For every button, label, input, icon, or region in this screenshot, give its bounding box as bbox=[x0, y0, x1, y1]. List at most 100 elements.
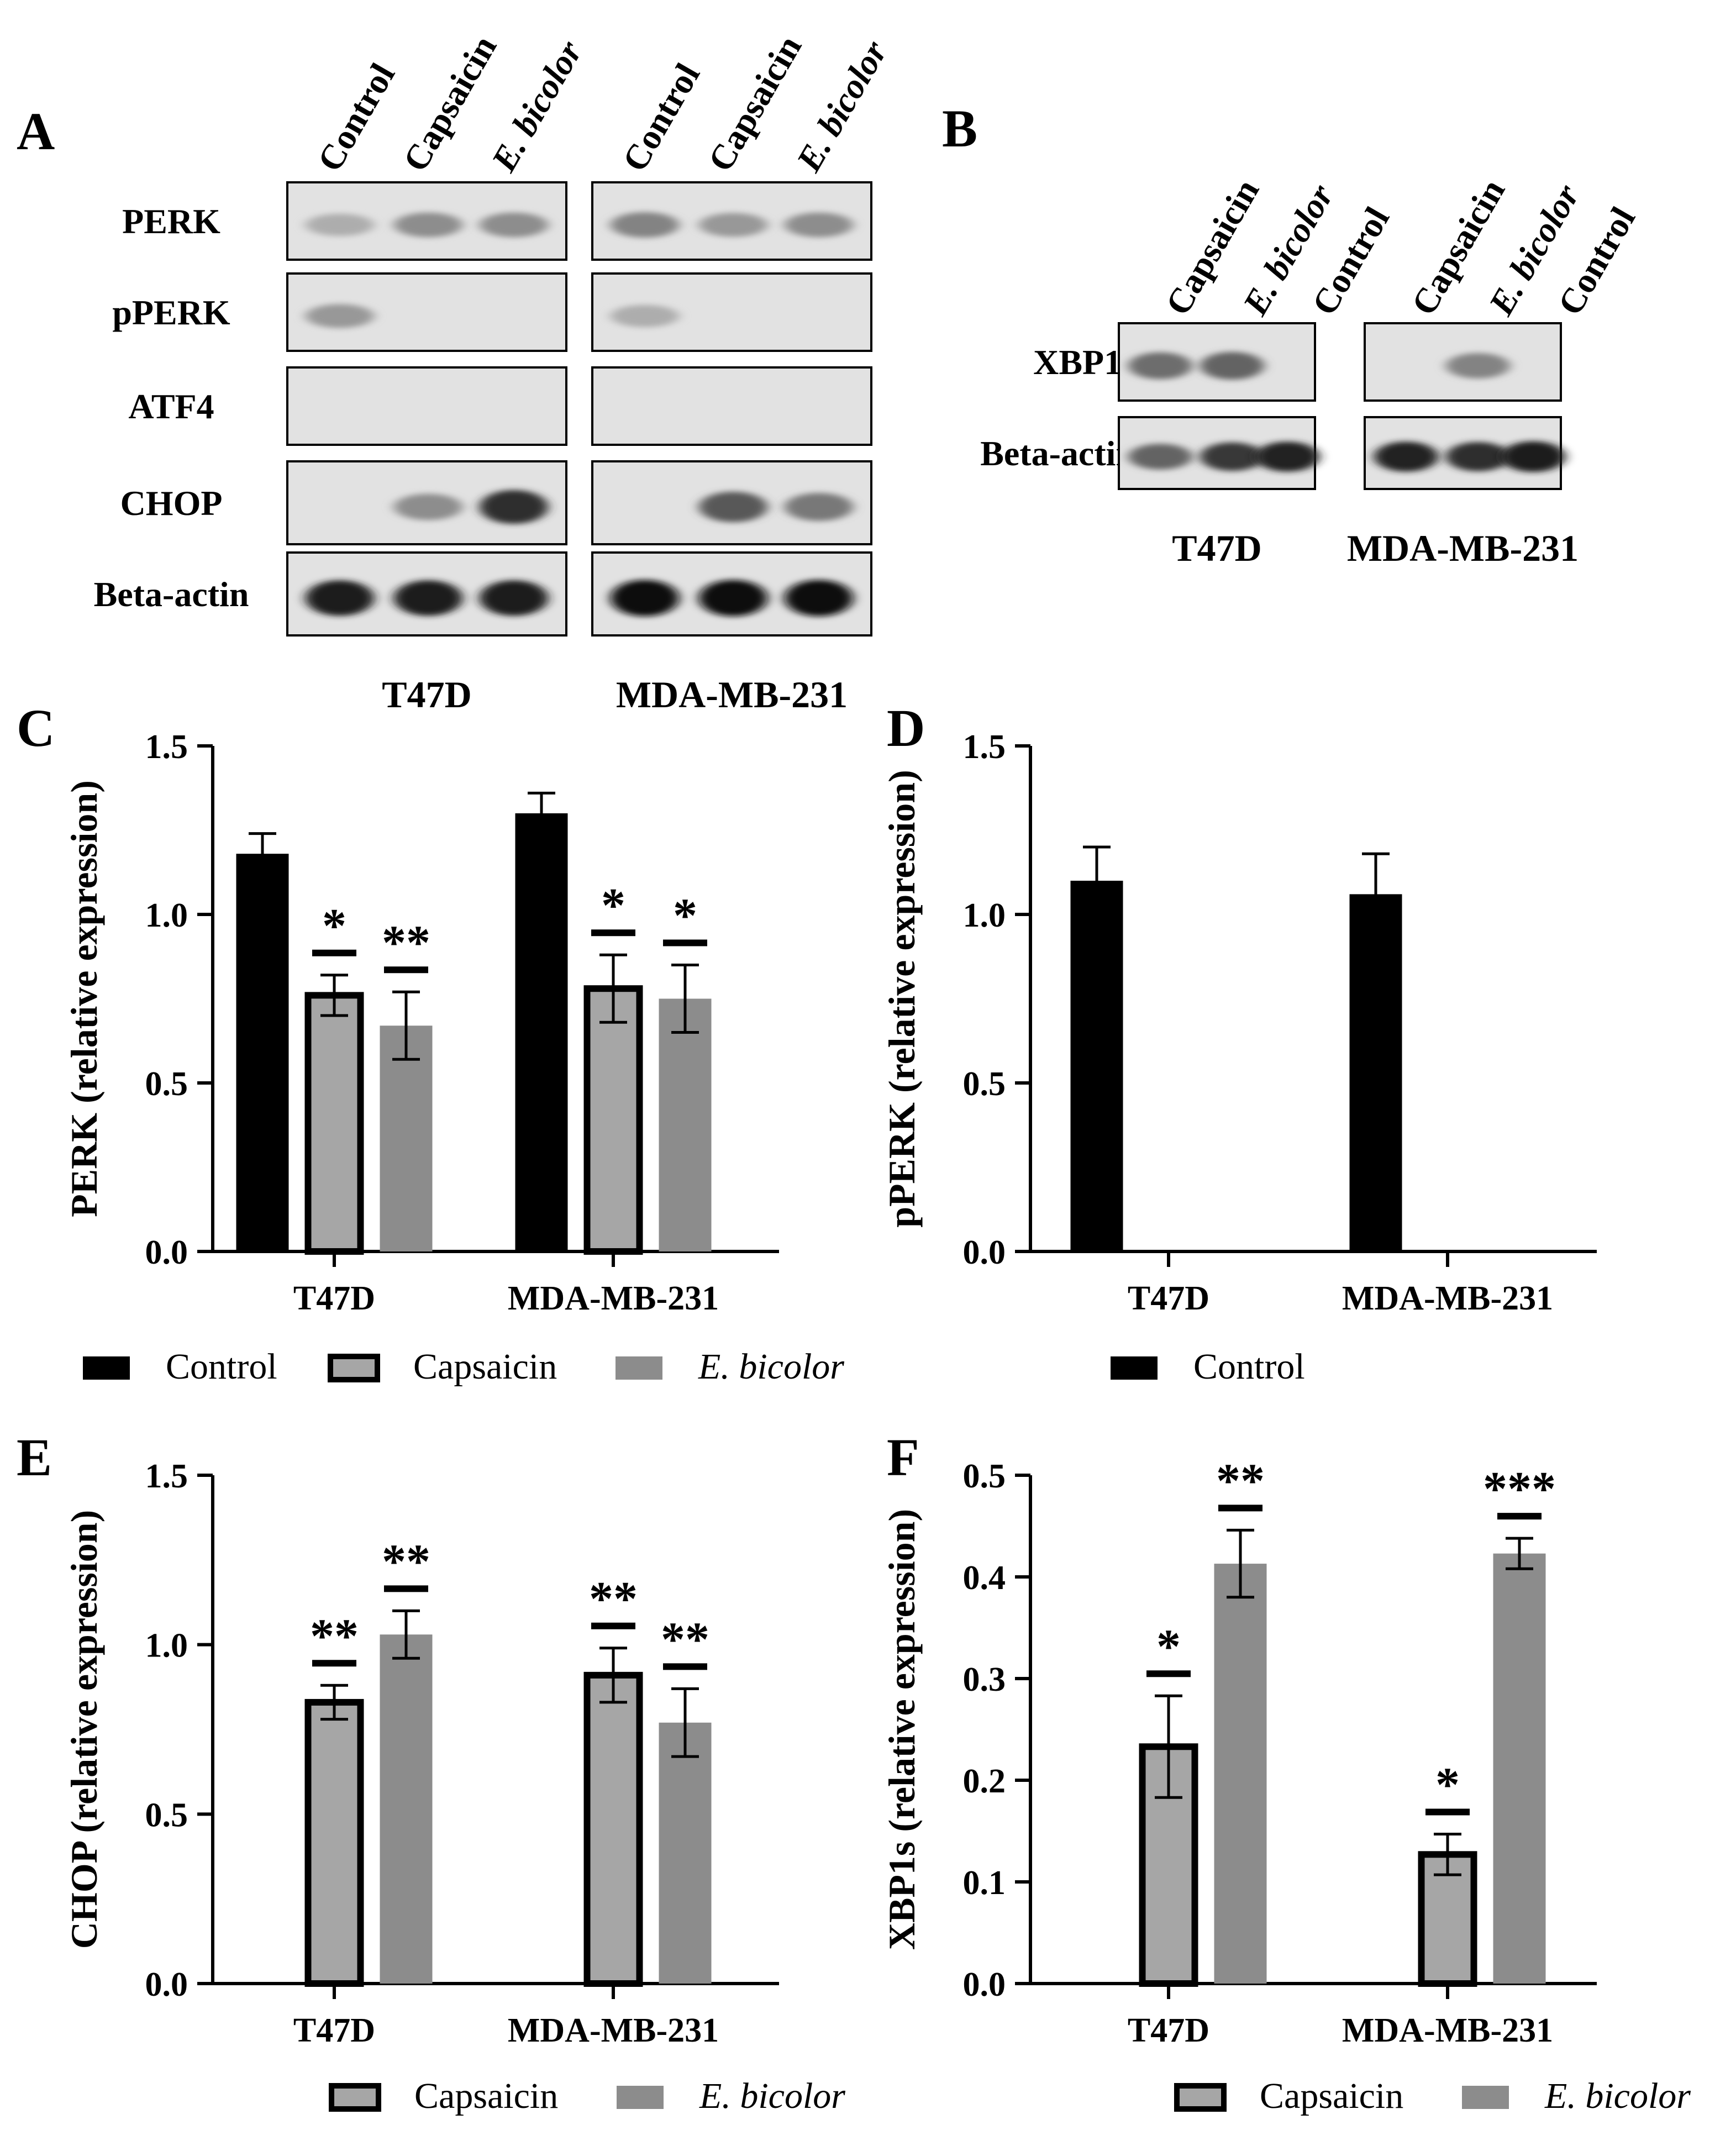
legend-label: Capsaicin bbox=[413, 1346, 557, 1387]
significance-stars: ** bbox=[661, 1613, 709, 1666]
y-tick-label: 0.0 bbox=[963, 1966, 1006, 2003]
blot-band bbox=[480, 580, 548, 616]
y-tick-label: 0.5 bbox=[145, 1065, 188, 1103]
bar-control-mda-mb-231 bbox=[515, 813, 568, 1251]
bar-e-bicolor-t47d bbox=[1214, 1564, 1267, 1984]
panel-label-b: B bbox=[942, 99, 977, 158]
y-tick-label: 0.5 bbox=[145, 1796, 188, 1834]
row-label-atf4: ATF4 bbox=[128, 387, 214, 426]
panel-label-e: E bbox=[17, 1428, 52, 1487]
significance-stars: *** bbox=[1483, 1463, 1556, 1516]
lane-label-0-0: Control bbox=[310, 57, 403, 178]
bar-control-t47d bbox=[236, 854, 289, 1251]
chart-c: C 0.0 0.5 1.0 1.5 PERK (relative expression) T… bbox=[17, 698, 844, 1387]
blot-band bbox=[1446, 441, 1510, 472]
bar-capsaicin-t47d bbox=[304, 1698, 364, 1987]
blot-band bbox=[1128, 352, 1192, 380]
bar-control-t47d bbox=[1070, 881, 1123, 1251]
y-tick-label: 0.2 bbox=[963, 1763, 1006, 1800]
blot-band bbox=[394, 212, 462, 238]
blot-band bbox=[785, 493, 853, 521]
y-tick-label: 1.5 bbox=[145, 1458, 188, 1495]
y-axis-label: XBP1s (relative expression) bbox=[881, 1509, 923, 1950]
legend-label: E. bicolor bbox=[699, 2076, 845, 2116]
blot-band bbox=[480, 212, 548, 238]
blot-band bbox=[1501, 441, 1565, 472]
y-tick-label: 0.4 bbox=[963, 1559, 1006, 1597]
blot-box bbox=[286, 272, 567, 352]
blot-box bbox=[591, 272, 872, 352]
significance-stars: ** bbox=[382, 1535, 430, 1589]
row-label-beta-actin: Beta-actin bbox=[94, 575, 249, 614]
significance-stars: * bbox=[601, 879, 625, 933]
y-tick-label: 0.0 bbox=[963, 1234, 1006, 1271]
bar-capsaicin-t47d bbox=[304, 992, 364, 1255]
blot-band bbox=[394, 580, 462, 616]
legend-label: Control bbox=[166, 1346, 277, 1387]
legend-label: E. bicolor bbox=[698, 1346, 844, 1387]
row-label-perk: PERK bbox=[122, 202, 220, 241]
legend-swatch bbox=[1111, 1356, 1158, 1380]
blot-band bbox=[306, 580, 374, 616]
legend-label: Capsaicin bbox=[1260, 2076, 1403, 2116]
y-tick-label: 0.1 bbox=[963, 1864, 1006, 1902]
blot-band bbox=[306, 213, 374, 236]
significance-stars: ** bbox=[1216, 1454, 1265, 1508]
x-tick-label: MDA-MB-231 bbox=[1342, 2012, 1553, 2049]
legend-swatch bbox=[1174, 2083, 1227, 2112]
blot-band bbox=[480, 490, 548, 524]
blot-band bbox=[611, 580, 679, 617]
bar-e-bicolor-mda-mb-231 bbox=[659, 998, 712, 1251]
legend-swatch bbox=[1462, 2086, 1509, 2109]
blot-box bbox=[591, 366, 872, 446]
blot-band bbox=[306, 304, 374, 328]
bar-capsaicin-mda-mb-231 bbox=[583, 1671, 643, 1987]
legend-swatch bbox=[329, 2083, 381, 2112]
group-label-0: T47D bbox=[382, 674, 471, 716]
panel-label-d: D bbox=[887, 698, 925, 758]
row-label-pperk: pPERK bbox=[112, 293, 230, 332]
x-tick-label: MDA-MB-231 bbox=[1342, 1280, 1553, 1317]
y-axis-label: CHOP (relative expression) bbox=[63, 1510, 105, 1949]
blot-band bbox=[1200, 442, 1264, 471]
y-tick-label: 1.0 bbox=[963, 897, 1006, 934]
blot-band bbox=[1446, 353, 1510, 379]
legend-label: E. bicolor bbox=[1544, 2076, 1691, 2116]
row-label-beta-actin: Beta-actin bbox=[980, 434, 1135, 473]
y-tick-label: 0.0 bbox=[145, 1966, 188, 2003]
bar-e-bicolor-t47d bbox=[380, 1025, 433, 1251]
blot-band bbox=[699, 491, 767, 523]
y-tick-label: 1.0 bbox=[145, 897, 188, 934]
blot-band bbox=[611, 212, 679, 238]
y-axis-label: pPERK (relative expression) bbox=[881, 770, 923, 1228]
chart-e: E 0.0 0.5 1.0 1.5 CHOP (relative expression) T… bbox=[17, 1428, 845, 2116]
panel-label-c: C bbox=[17, 698, 55, 758]
bar-e-bicolor-t47d bbox=[380, 1634, 433, 1984]
legend-swatch bbox=[616, 1356, 662, 1380]
blot-band bbox=[699, 580, 767, 617]
blot-band bbox=[785, 580, 853, 617]
panel-label-f: F bbox=[887, 1428, 919, 1487]
row-label-chop: CHOP bbox=[120, 483, 223, 523]
y-tick-label: 1.5 bbox=[145, 728, 188, 766]
group-label-0: T47D bbox=[1172, 527, 1261, 569]
blot-band bbox=[1128, 444, 1192, 470]
y-tick-label: 0.0 bbox=[145, 1234, 188, 1271]
bar-capsaicin-mda-mb-231 bbox=[583, 985, 643, 1255]
y-tick-label: 1.0 bbox=[145, 1627, 188, 1665]
blot-band bbox=[1374, 441, 1438, 472]
blot-band bbox=[785, 212, 853, 238]
y-tick-label: 0.5 bbox=[963, 1458, 1006, 1495]
y-tick-label: 1.5 bbox=[963, 728, 1006, 766]
x-tick-label: T47D bbox=[1128, 1280, 1209, 1317]
bar-e-bicolor-mda-mb-231 bbox=[659, 1722, 712, 1984]
lane-label-1-0: Control bbox=[615, 57, 708, 178]
group-label-1: MDA-MB-231 bbox=[1347, 527, 1579, 569]
blot-band bbox=[394, 493, 462, 520]
x-tick-label: T47D bbox=[293, 1280, 375, 1317]
group-label-1: MDA-MB-231 bbox=[616, 674, 848, 716]
panel-label-a: A bbox=[17, 102, 55, 161]
x-tick-label: T47D bbox=[293, 2012, 375, 2049]
